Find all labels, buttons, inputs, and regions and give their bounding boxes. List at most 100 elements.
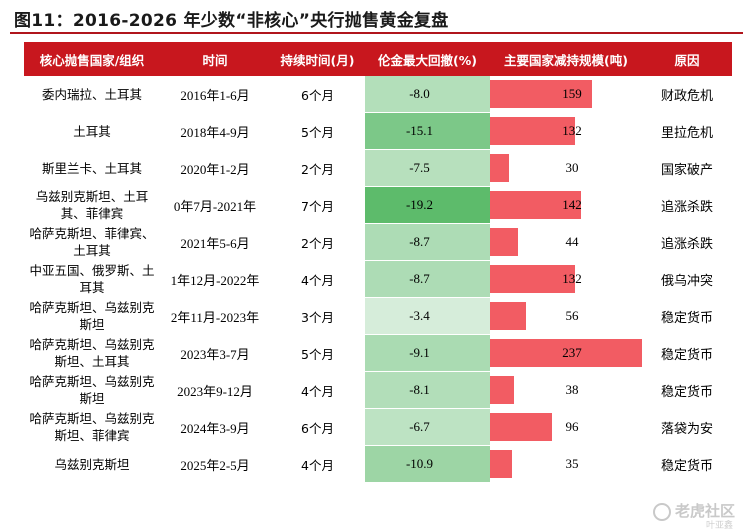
watermark-main: 老虎社区 [674,502,735,520]
drawdown-value: -8.0 [409,86,430,101]
table-row: 哈萨克斯坦、菲律宾、土耳其 2021年5-6月 2个月 -8.7 44 追涨杀跌 [24,223,732,261]
duration-cell: 4个月 [270,260,365,298]
country-cell: 中亚五国、俄罗斯、土耳其 [24,260,160,298]
watermark: 老虎社区 叶亚鑫 [652,500,735,531]
header-duration: 持续时间(月) [270,42,365,76]
duration-cell: 4个月 [270,445,365,483]
duration-cell: 5个月 [270,112,365,150]
period-cell: 2021年5-6月 [160,223,270,261]
amount-bar [490,191,581,219]
figure-title: 图11：2016-2026 年少数“非核心”央行抛售黄金复盘 [14,11,449,31]
country-cell: 哈萨克斯坦、乌兹别克斯坦 [24,297,160,335]
period-cell: 2023年3-7月 [160,334,270,372]
period-cell: 1年12月-2022年 [160,260,270,298]
reason-cell: 稳定货币 [642,297,732,335]
amount-value: 132 [562,123,582,138]
amount-bar [490,117,575,145]
amount-value: 30 [565,160,579,175]
amount-value: 132 [562,271,582,286]
table-row: 哈萨克斯坦、乌兹别克斯坦、土耳其 2023年3-7月 5个月 -9.1 237 稳定货币 [24,334,732,372]
country-cell: 斯里兰卡、土耳其 [24,149,160,187]
period-cell: 0年7月-2021年 [160,186,270,224]
reason-cell: 落袋为安 [642,408,732,446]
duration-cell: 5个月 [270,334,365,372]
table-row: 哈萨克斯坦、乌兹别克斯坦 2023年9-12月 4个月 -8.1 38 稳定货币 [24,371,732,409]
amount-cell: 35 [490,445,642,483]
period-cell: 2020年1-2月 [160,149,270,187]
amount-cell: 56 [490,297,642,335]
drawdown-value: -6.7 [409,419,430,434]
table-row: 土耳其 2018年4-9月 5个月 -15.1 132 里拉危机 [24,112,732,150]
amount-value: 237 [562,345,582,360]
country-cell: 土耳其 [24,112,160,150]
table-row: 委内瑞拉、土耳其 2016年1-6月 6个月 -8.0 159 财政危机 [24,76,732,113]
amount-bar [490,450,512,478]
drawdown-value: -9.1 [409,345,430,360]
reason-cell: 追涨杀跌 [642,223,732,261]
amount-bar [490,413,552,441]
period-cell: 2年11月-2023年 [160,297,270,335]
header-reason: 原因 [642,42,732,76]
header-row: 核心抛售国家/组织 时间 持续时间(月) 伦金最大回撤(%) 主要国家减持规模(… [24,42,732,76]
country-cell: 哈萨克斯坦、菲律宾、土耳其 [24,223,160,261]
table-row: 哈萨克斯坦、乌兹别克斯坦 2年11月-2023年 3个月 -3.4 56 稳定货币 [24,297,732,335]
drawdown-cell: -6.7 [365,408,490,446]
drawdown-cell: -9.1 [365,334,490,372]
drawdown-value: -8.1 [409,382,430,397]
drawdown-value: -10.9 [405,456,434,471]
amount-bar [490,154,509,182]
drawdown-value: -3.4 [409,308,430,323]
duration-cell: 2个月 [270,149,365,187]
amount-bar [490,80,592,108]
amount-cell: 132 [490,260,642,298]
drawdown-cell: -7.5 [365,149,490,187]
reason-cell: 追涨杀跌 [642,186,732,224]
drawdown-value: -7.5 [409,160,430,175]
amount-value: 96 [565,419,579,434]
amount-bar [490,265,575,293]
drawdown-cell: -10.9 [365,445,490,483]
drawdown-cell: -15.1 [365,112,490,150]
country-cell: 乌兹别克斯坦 [24,445,160,483]
amount-bar [490,228,518,256]
amount-cell: 142 [490,186,642,224]
amount-bar [490,302,526,330]
table-body: 委内瑞拉、土耳其 2016年1-6月 6个月 -8.0 159 财政危机 土耳其 2018年4… [24,76,732,483]
table-row: 哈萨克斯坦、乌兹别克斯坦、菲律宾 2024年3-9月 6个月 -6.7 96 落袋为安 [24,408,732,446]
sell-off-table: 核心抛售国家/组织 时间 持续时间(月) 伦金最大回撤(%) 主要国家减持规模(… [24,42,732,483]
amount-value: 38 [565,382,579,397]
amount-cell: 44 [490,223,642,261]
amount-value: 142 [562,197,582,212]
reason-cell: 稳定货币 [642,334,732,372]
amount-cell: 96 [490,408,642,446]
period-cell: 2023年9-12月 [160,371,270,409]
drawdown-cell: -19.2 [365,186,490,224]
drawdown-cell: -8.7 [365,260,490,298]
period-cell: 2025年2-5月 [160,445,270,483]
tiger-logo-icon [652,502,671,521]
drawdown-cell: -3.4 [365,297,490,335]
title-bar: 图11：2016-2026 年少数“非核心”央行抛售黄金复盘 [10,4,743,34]
duration-cell: 2个月 [270,223,365,261]
reason-cell: 稳定货币 [642,445,732,483]
reason-cell: 稳定货币 [642,371,732,409]
drawdown-value: -8.7 [409,271,430,286]
amount-cell: 38 [490,371,642,409]
amount-cell: 132 [490,112,642,150]
reason-cell: 国家破产 [642,149,732,187]
drawdown-value: -19.2 [405,197,434,212]
table-row: 中亚五国、俄罗斯、土耳其 1年12月-2022年 4个月 -8.7 132 俄乌冲突 [24,260,732,298]
duration-cell: 6个月 [270,76,365,113]
amount-bar [490,376,514,404]
table-row: 乌兹别克斯坦 2025年2-5月 4个月 -10.9 35 稳定货币 [24,445,732,483]
country-cell: 哈萨克斯坦、乌兹别克斯坦、菲律宾 [24,408,160,446]
drawdown-cell: -8.1 [365,371,490,409]
header-drawdown: 伦金最大回撤(%) [365,42,490,76]
drawdown-value: -15.1 [405,123,434,138]
drawdown-cell: -8.7 [365,223,490,261]
reason-cell: 财政危机 [642,76,732,113]
country-cell: 哈萨克斯坦、乌兹别克斯坦 [24,371,160,409]
amount-value: 44 [565,234,579,249]
amount-cell: 159 [490,76,642,113]
reason-cell: 里拉危机 [642,112,732,150]
